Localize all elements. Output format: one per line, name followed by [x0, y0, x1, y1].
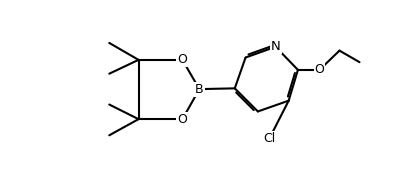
Text: O: O	[177, 53, 187, 66]
Text: N: N	[271, 40, 280, 53]
Text: O: O	[177, 113, 187, 126]
Text: Cl: Cl	[263, 132, 276, 145]
Text: B: B	[195, 83, 204, 96]
Text: O: O	[315, 63, 324, 76]
